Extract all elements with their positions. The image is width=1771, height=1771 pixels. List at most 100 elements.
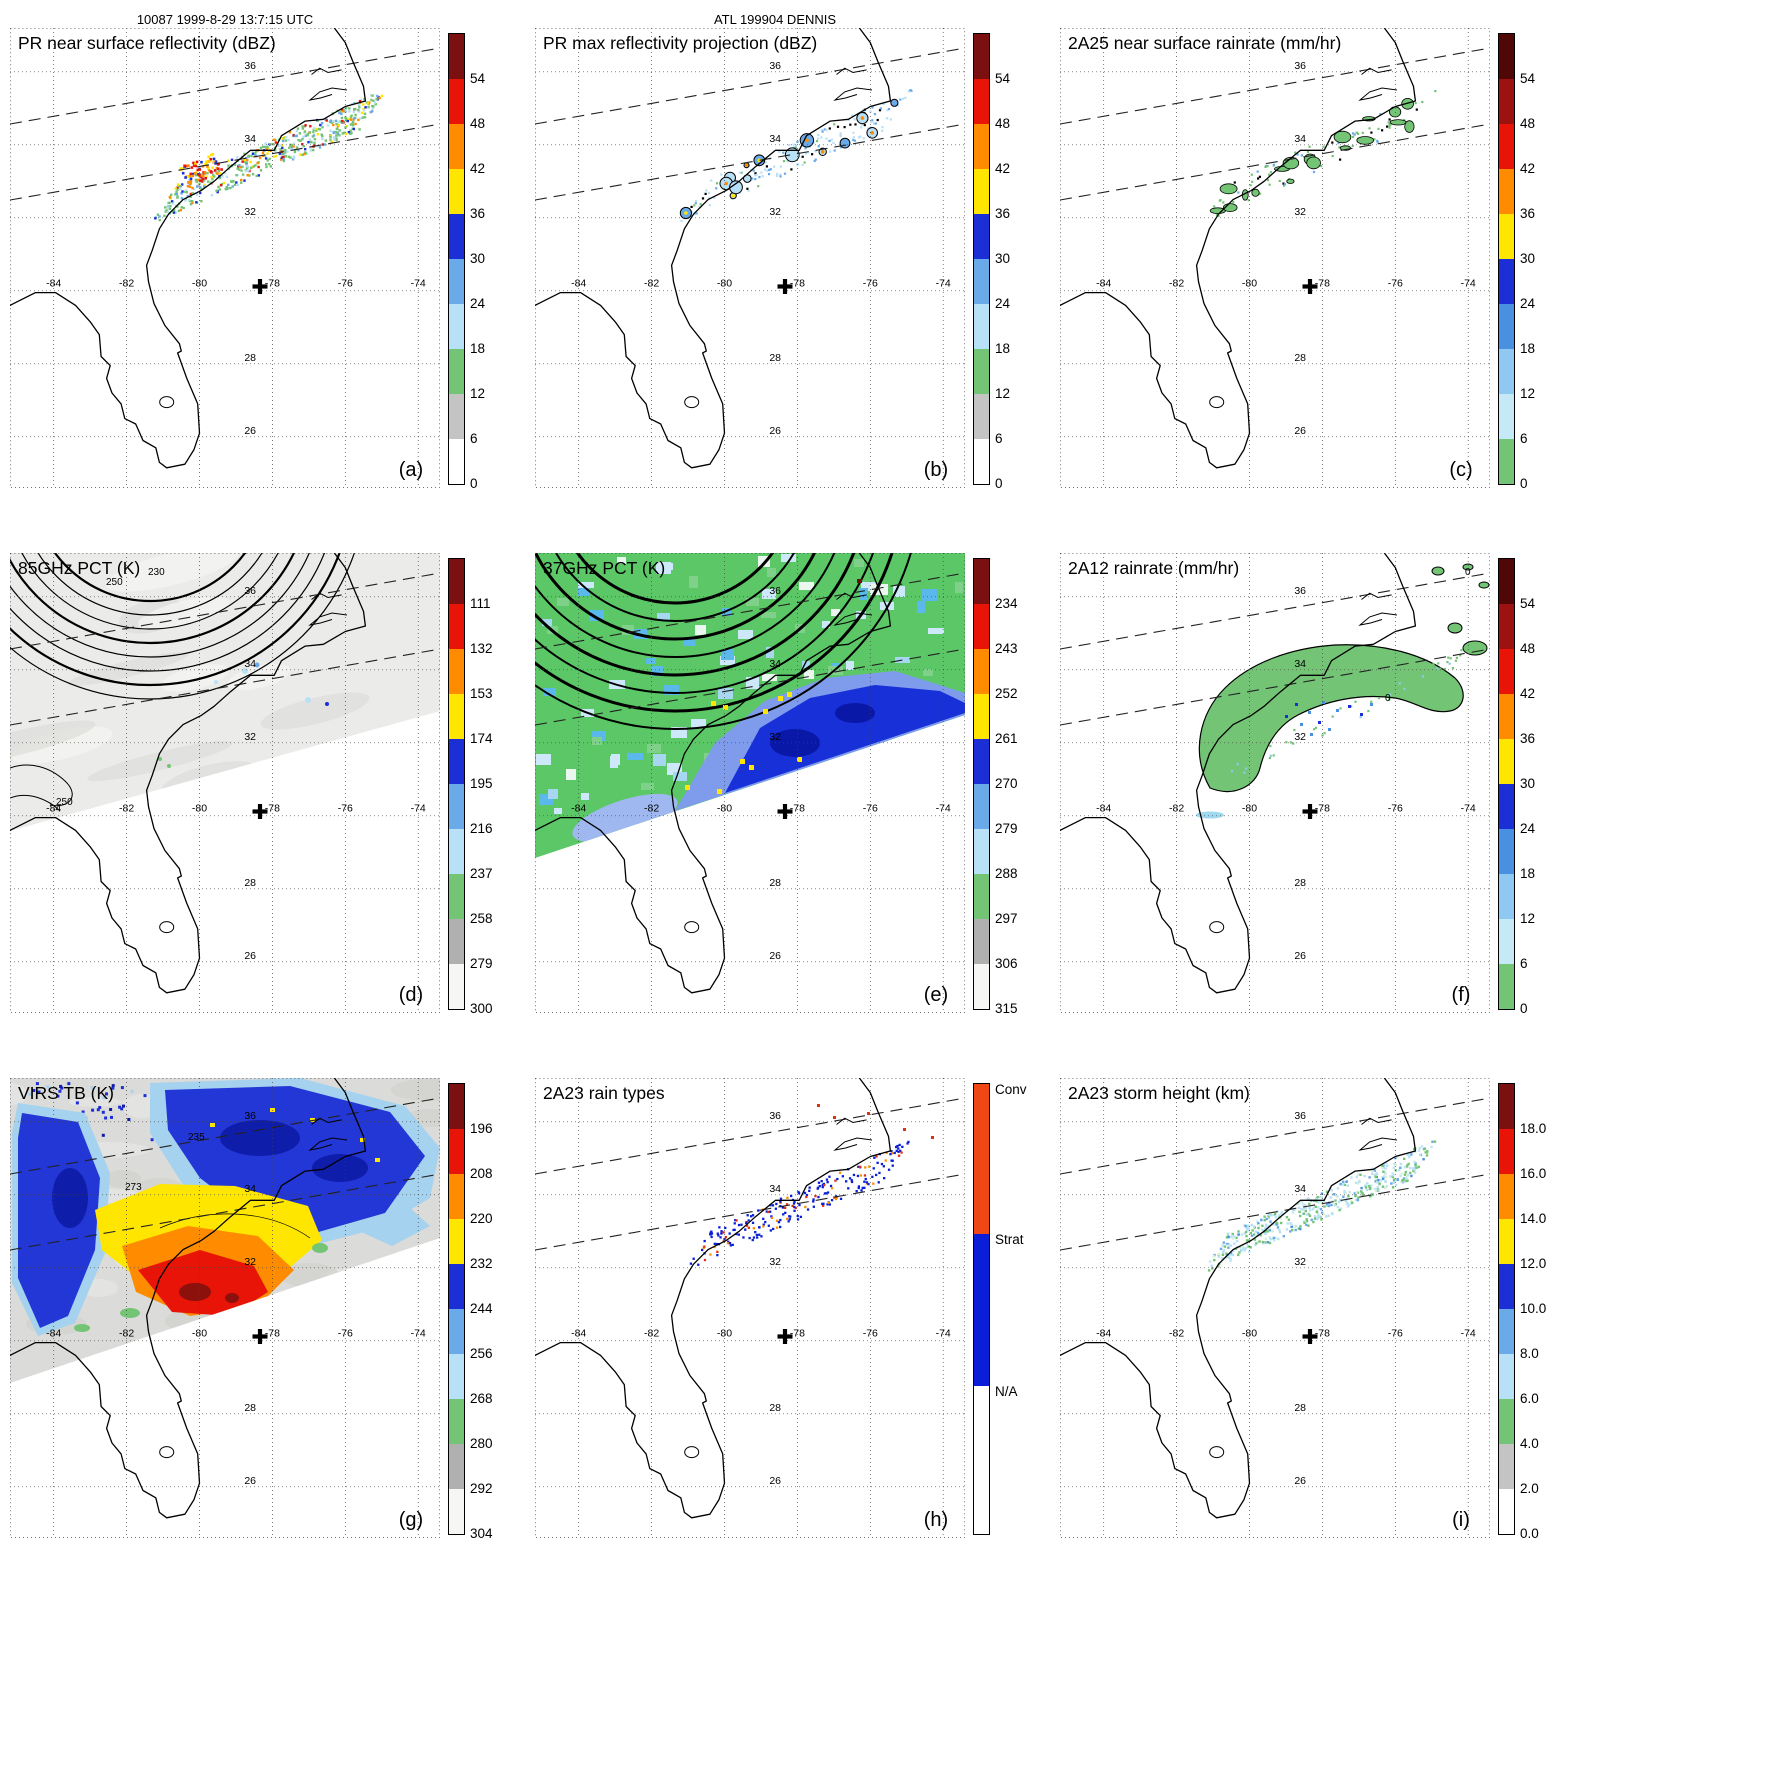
- sound-coastline: [308, 1137, 348, 1151]
- colorbar-tick-label: N/A: [995, 1384, 1018, 1399]
- colorbar-segment: [1499, 919, 1514, 964]
- colorbar-segment: [974, 604, 989, 649]
- colorbar-segment: [449, 1354, 464, 1399]
- colorbar: [448, 33, 465, 485]
- graticule: [10, 28, 440, 488]
- colorbar-segment: [449, 739, 464, 784]
- panel-title: VIRS TB (K): [18, 1083, 114, 1103]
- panel-title: 2A23 rain types: [543, 1083, 665, 1103]
- colorbar-segment: [1499, 169, 1514, 214]
- colorbar-tick-label: 195: [470, 775, 493, 791]
- colorbar-tick-labels: Conv Strat N/A: [995, 1078, 1059, 1543]
- colorbar-segment: [449, 649, 464, 694]
- lat-label: 28: [244, 352, 256, 364]
- colorbar-segment: [1499, 694, 1514, 739]
- colorbar-tick-label: 24: [995, 295, 1011, 311]
- colorbar-tick-label: 292: [470, 1480, 493, 1496]
- colorbar-tick-label: 16.0: [1520, 1165, 1547, 1181]
- colorbar-tick-label: Strat: [995, 1231, 1024, 1247]
- lat-label: 34: [1294, 658, 1306, 670]
- storm-center-marker: [252, 804, 268, 819]
- lon-label: -78: [265, 278, 280, 290]
- lon-label: -74: [936, 1328, 951, 1340]
- colorbar-segment: [1499, 1174, 1514, 1219]
- colorbar-segment: [1499, 829, 1514, 874]
- data-overlay: [10, 1078, 440, 1383]
- lat-label: 34: [244, 658, 256, 670]
- colorbar-tick-label: 288: [995, 865, 1018, 881]
- data-overlay: [1209, 90, 1437, 217]
- lat-label: 32: [1294, 1256, 1306, 1268]
- colorbar-tick-label: 132: [470, 640, 493, 656]
- lon-label: -82: [644, 278, 659, 290]
- lon-label: -74: [936, 278, 951, 290]
- colorbar-tick-labels: 54 48 42 36 30 24 18 12 6 0: [995, 28, 1059, 493]
- colorbar-tick-label: 30: [995, 250, 1011, 266]
- sound-coastline: [1361, 67, 1392, 75]
- coastline: [535, 553, 892, 994]
- lon-label: -84: [1096, 278, 1111, 290]
- panel-letter: (c): [1449, 459, 1472, 481]
- swath-edge-lines: [10, 572, 440, 726]
- map-panel-i: -84 -82 -80 -78 -76 -74 36 34 32 28 26 2A23 storm h…: [1060, 1078, 1585, 1543]
- colorbar-tick-label: 174: [470, 730, 493, 746]
- map-panel-c: -84 -82 -80 -78 -76 -74 36 34 32 28 26 2A25 near su…: [1060, 28, 1585, 493]
- colorbar-segment: [1499, 439, 1514, 484]
- lon-label: -82: [1169, 803, 1184, 815]
- lon-label: -82: [644, 1328, 659, 1340]
- lake-outline: [159, 921, 175, 934]
- lat-label: 28: [769, 877, 781, 889]
- colorbar-tick-label: 280: [470, 1435, 493, 1451]
- lon-label: -82: [1169, 278, 1184, 290]
- sound-coastline: [833, 87, 873, 101]
- contour-label: 250: [56, 797, 73, 808]
- colorbar: [448, 558, 465, 1010]
- colorbar-segment: [1499, 1084, 1514, 1129]
- lat-label: 28: [769, 1402, 781, 1414]
- lat-label: 32: [769, 731, 781, 743]
- map-panel-e: -84 -82 -80 -78 -76 -74 36 34 32 28 26 37GHz PCT (K…: [535, 553, 1060, 1018]
- lat-label: 28: [1294, 352, 1306, 364]
- colorbar-segment: [449, 1489, 464, 1534]
- lon-label: -78: [1315, 803, 1330, 815]
- lon-label: -84: [1096, 803, 1111, 815]
- colorbar-tick-label: 18: [1520, 865, 1536, 881]
- colorbar-segment: [1499, 1309, 1514, 1354]
- storm-center-marker: [777, 279, 793, 294]
- lon-label: -76: [863, 278, 878, 290]
- storm-center-marker: [777, 1329, 793, 1344]
- colorbar-tick-label: 8.0: [1520, 1345, 1539, 1361]
- lat-label: 32: [769, 206, 781, 218]
- colorbar-tick-label: 216: [470, 820, 493, 836]
- storm-center-marker: [1302, 804, 1318, 819]
- map-canvas: -84 -82 -80 -78 -76 -74 36 34 32 28 26 2A25 near su…: [1060, 28, 1490, 488]
- lat-label: 34: [1294, 133, 1306, 145]
- lat-label: 28: [244, 1402, 256, 1414]
- contour-label: 0: [1465, 567, 1471, 578]
- data-overlay: [679, 89, 913, 222]
- colorbar-segment: [449, 919, 464, 964]
- graticule: [535, 553, 965, 1013]
- colorbar: [1498, 1083, 1515, 1535]
- sound-coastline: [833, 1137, 873, 1151]
- colorbar-tick-label: 111: [470, 595, 491, 611]
- lon-label: -74: [936, 803, 951, 815]
- colorbar-tick-label: 48: [1520, 640, 1536, 656]
- colorbar-tick-labels: 54 48 42 36 30 24 18 12 6 0: [1520, 28, 1584, 493]
- colorbar-tick-label: 153: [470, 685, 493, 701]
- colorbar-segment: [974, 349, 989, 394]
- map-panel-g: -84 -82 -80 -78 -76 -74 36 34 32 28 26 235 273 VIRS T…: [10, 1078, 535, 1543]
- colorbar-tick-label: 24: [1520, 820, 1536, 836]
- colorbar-tick-label: 279: [995, 820, 1018, 836]
- swath-edge-lines: [1060, 572, 1490, 726]
- graticule: [1060, 28, 1490, 488]
- lat-label: 34: [769, 658, 781, 670]
- lat-label: 36: [244, 1110, 256, 1122]
- colorbar-segment: [974, 739, 989, 784]
- swath-edge-lines: [10, 47, 440, 201]
- lat-label: 34: [244, 1183, 256, 1195]
- colorbar-tick-label: 24: [470, 295, 486, 311]
- colorbar-tick-labels: 234 243 252 261 270 279 288 297 306 315: [995, 553, 1059, 1018]
- colorbar-tick-label: 12: [995, 385, 1011, 401]
